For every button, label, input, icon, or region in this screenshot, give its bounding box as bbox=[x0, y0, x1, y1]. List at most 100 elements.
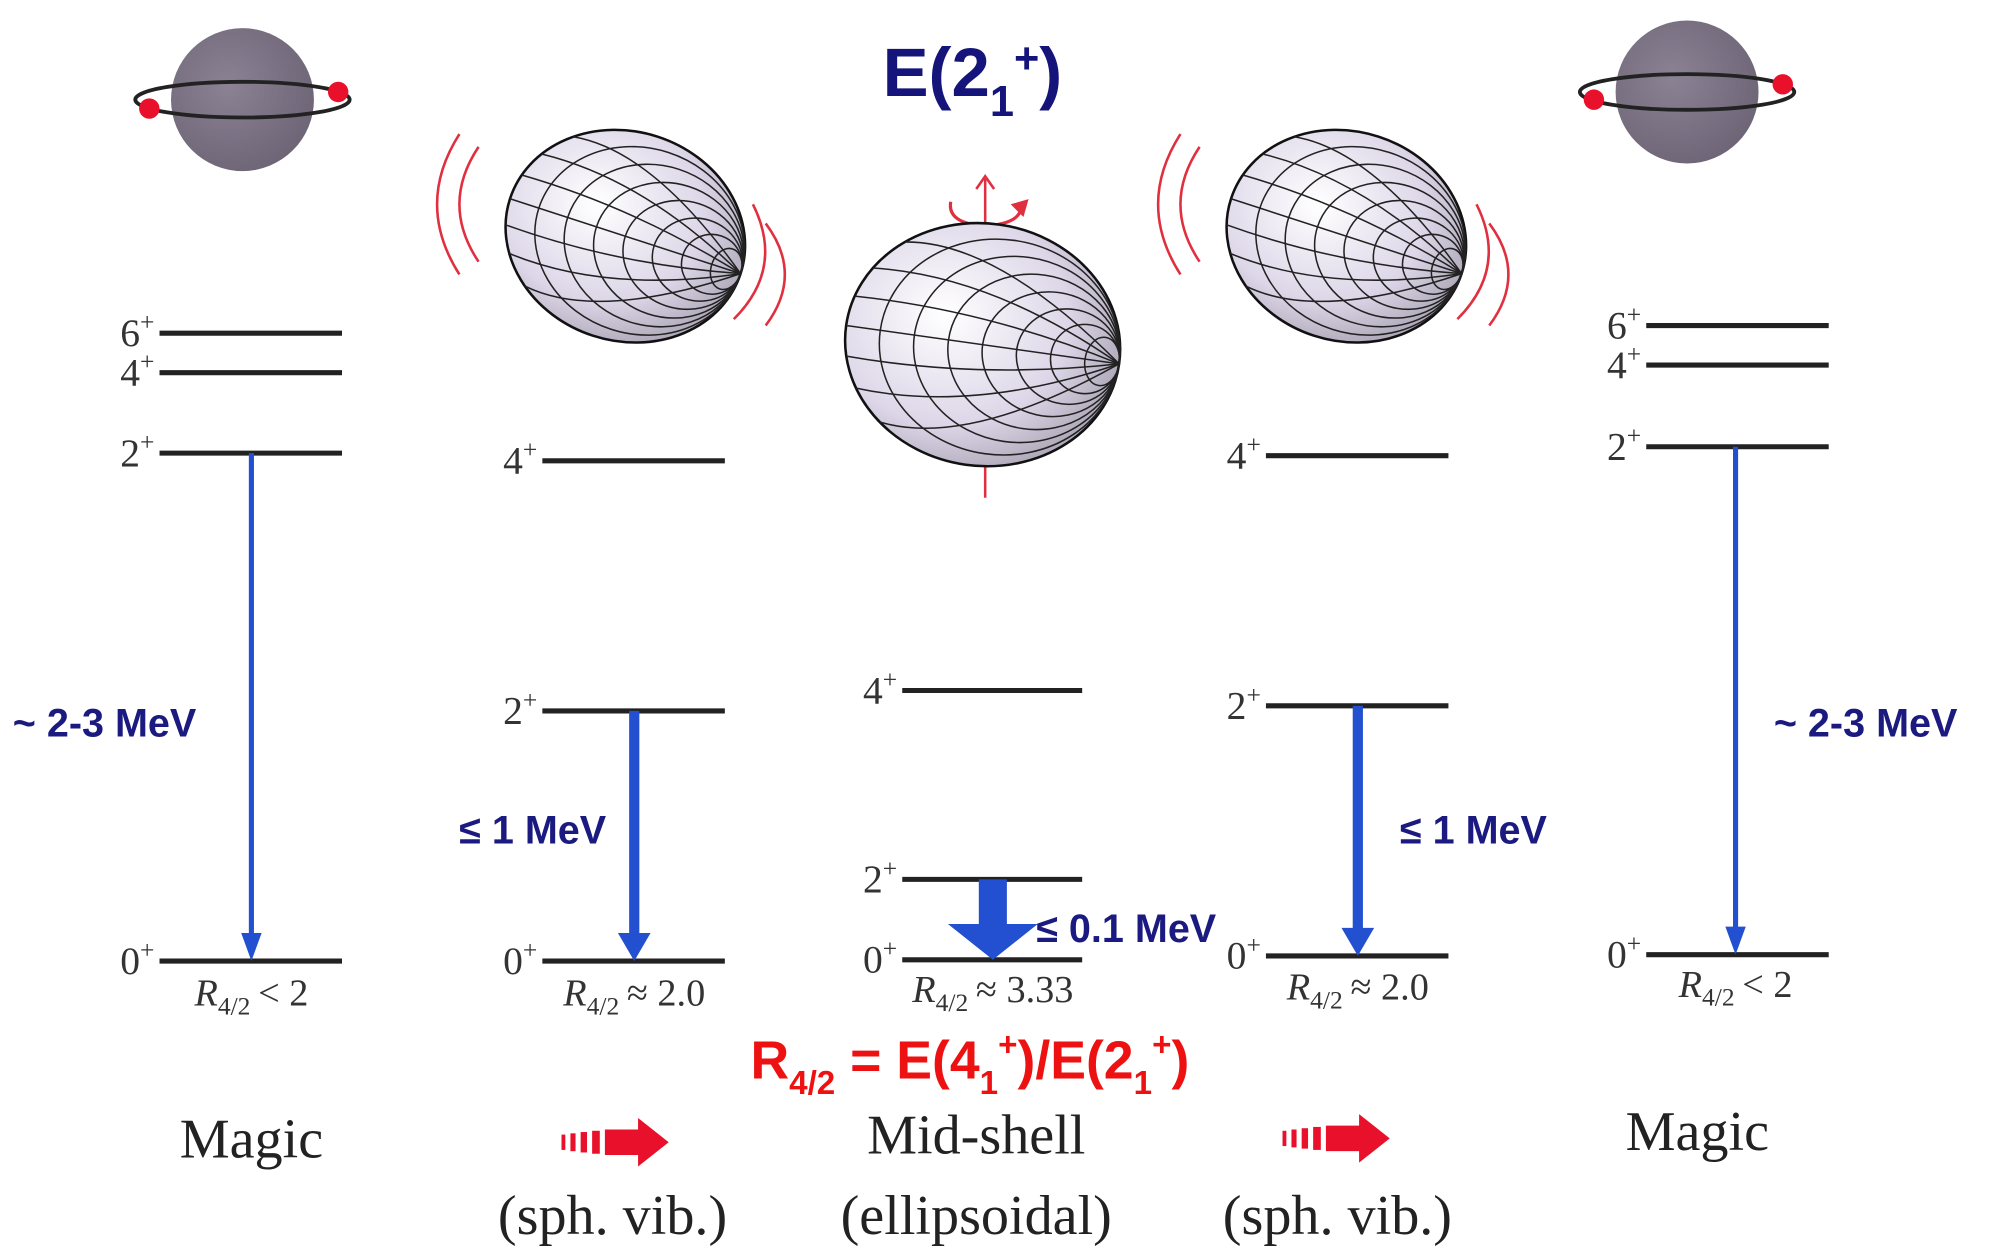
region-sublabel: (sph. vib.) bbox=[1223, 1185, 1452, 1247]
spin: 0 bbox=[1227, 934, 1247, 978]
transition-energy: ≤ 0.1 MeV bbox=[1036, 907, 1217, 951]
spin: 2 bbox=[1227, 684, 1247, 728]
parity: + bbox=[883, 854, 897, 883]
spin: 0 bbox=[120, 939, 140, 983]
spin: 0 bbox=[1607, 932, 1627, 976]
spin: 4 bbox=[1607, 343, 1627, 387]
spin: 2 bbox=[503, 689, 523, 733]
sphere bbox=[171, 28, 314, 171]
formula-sup: + bbox=[1152, 1026, 1171, 1063]
level-label: 0+ bbox=[120, 935, 154, 982]
transition-energy: ~ 2-3 MeV bbox=[1774, 701, 1958, 745]
parity: + bbox=[1627, 340, 1641, 369]
spin: 2 bbox=[120, 431, 140, 475]
parity: + bbox=[1627, 421, 1641, 450]
title-text: E(2 bbox=[883, 34, 990, 111]
ratio-sub: 4/2 bbox=[1310, 985, 1343, 1014]
ratio-symbol: R bbox=[1286, 966, 1310, 1008]
spin: 6 bbox=[1607, 303, 1627, 347]
ratio-label: R4/2< 2 bbox=[1678, 964, 1793, 1012]
ellipsoid bbox=[478, 99, 773, 373]
parity: + bbox=[1246, 680, 1260, 709]
parity: + bbox=[523, 935, 537, 964]
transition-head bbox=[618, 933, 651, 961]
ratio-sub: 4/2 bbox=[1702, 983, 1735, 1012]
parity: + bbox=[140, 308, 154, 337]
ratio-sub: 4/2 bbox=[936, 988, 969, 1017]
title-sub: 1 bbox=[990, 78, 1014, 126]
parity: + bbox=[1627, 300, 1641, 329]
spin: 2 bbox=[1607, 425, 1627, 469]
formula-symbol: R bbox=[750, 1030, 789, 1090]
level-label: 4+ bbox=[1227, 430, 1261, 477]
vibration-arc bbox=[766, 223, 785, 325]
level-label: 2+ bbox=[1607, 421, 1641, 468]
parity: + bbox=[1246, 930, 1260, 959]
spin: 4 bbox=[863, 668, 883, 712]
parity: + bbox=[1246, 430, 1260, 459]
ratio-sub: 4/2 bbox=[218, 992, 251, 1021]
parity: + bbox=[140, 347, 154, 376]
ratio-symbol: R bbox=[562, 973, 586, 1015]
level-label: 2+ bbox=[503, 685, 537, 732]
formula-text: = E(4 bbox=[835, 1030, 980, 1090]
ratio-label: R4/2< 2 bbox=[193, 973, 308, 1021]
spin: 0 bbox=[863, 938, 883, 982]
parity: + bbox=[1627, 929, 1641, 958]
ratio-relation: ≈ 2.0 bbox=[627, 973, 705, 1015]
level-label: 2+ bbox=[863, 854, 897, 901]
title-sup: + bbox=[1014, 35, 1039, 83]
title-close: ) bbox=[1039, 34, 1062, 111]
sphere bbox=[1616, 21, 1759, 164]
transition-head bbox=[948, 924, 1038, 960]
level-label: 0+ bbox=[503, 935, 537, 982]
transition-shaft bbox=[1353, 706, 1363, 931]
ratio-symbol: R bbox=[1678, 964, 1702, 1006]
transition-shaft bbox=[1733, 447, 1738, 929]
region-label: Magic bbox=[1626, 1101, 1769, 1163]
parity: + bbox=[883, 665, 897, 694]
next-arrow bbox=[1283, 1114, 1390, 1162]
region-sublabel: (sph. vib.) bbox=[498, 1185, 727, 1247]
level-label: 0+ bbox=[1227, 930, 1261, 977]
formula-sub: 1 bbox=[1134, 1065, 1152, 1102]
nucleon bbox=[139, 98, 159, 118]
nucleon bbox=[328, 82, 348, 102]
spin: 2 bbox=[863, 857, 883, 901]
nucleon bbox=[1584, 89, 1604, 109]
ratio-label: R4/2≈ 2.0 bbox=[562, 973, 705, 1021]
ratio-relation: < 2 bbox=[258, 973, 308, 1015]
level-label: 4+ bbox=[120, 347, 154, 394]
transition-head bbox=[1725, 927, 1745, 955]
next-arrow bbox=[562, 1118, 669, 1166]
formula: R4/2 = E(41+)/E(21+) bbox=[750, 1026, 1189, 1101]
spin: 6 bbox=[120, 311, 140, 355]
ratio-label: R4/2≈ 3.33 bbox=[911, 969, 1073, 1017]
transition-energy: ~ 2-3 MeV bbox=[13, 701, 197, 745]
parity: + bbox=[140, 935, 154, 964]
region-sublabel: (ellipsoidal) bbox=[841, 1185, 1112, 1247]
formula-sup: + bbox=[998, 1026, 1017, 1063]
transition-shaft bbox=[249, 453, 254, 935]
ratio-symbol: R bbox=[911, 969, 935, 1011]
spin: 4 bbox=[120, 350, 140, 394]
formula-text: )/E(2 bbox=[1018, 1030, 1134, 1090]
level-label: 4+ bbox=[503, 435, 537, 482]
ratio-symbol: R bbox=[193, 973, 217, 1015]
ratio-relation: < 2 bbox=[1742, 964, 1792, 1006]
spin: 4 bbox=[1227, 433, 1247, 477]
region-label: Mid-shell bbox=[867, 1105, 1085, 1167]
ratio-relation: ≈ 2.0 bbox=[1350, 966, 1428, 1008]
ratio-label: R4/2≈ 2.0 bbox=[1286, 966, 1429, 1014]
diagram: 6+4+2+0+~ 2-3 MeVR4/2< 2Magic4+2+0+≤ 1 M… bbox=[0, 0, 2001, 1247]
spin: 4 bbox=[503, 439, 523, 483]
transition-shaft bbox=[979, 879, 1007, 926]
level-label: 0+ bbox=[1607, 929, 1641, 976]
region-label: Magic bbox=[180, 1109, 323, 1171]
page: {"title": {"text": "E(2", "sub": "1", "s… bbox=[0, 0, 2001, 1247]
formula-sub: 1 bbox=[980, 1065, 998, 1102]
level-label: 2+ bbox=[1227, 680, 1261, 727]
vibration-arc bbox=[459, 147, 478, 262]
